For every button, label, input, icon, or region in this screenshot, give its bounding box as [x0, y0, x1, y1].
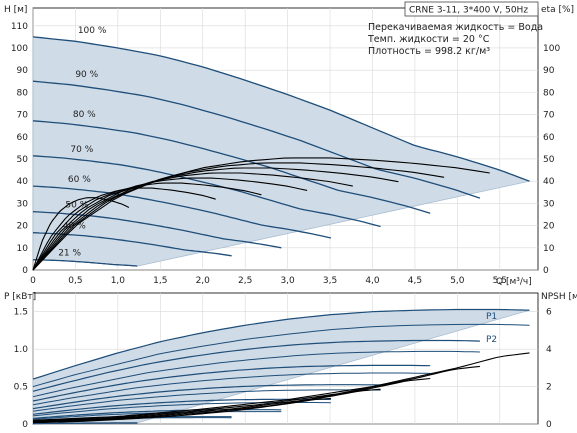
y-axis-label-h: H [м]: [4, 5, 27, 15]
y2-tick-label-npsh: 2: [546, 383, 552, 393]
y2-tick-label-npsh: 0: [546, 420, 552, 430]
y-tick-label-h: 110: [11, 22, 28, 32]
head-curve: [32, 36, 530, 182]
info-density: Плотность = 998.2 кг/м³: [368, 46, 490, 57]
power-curve-p2: [32, 422, 138, 425]
x-tick-label: 5,5: [493, 276, 507, 286]
npsh-curve: [32, 365, 480, 422]
x-tick-label: 1,5: [153, 276, 167, 286]
y2-tick-label-eta: 50: [543, 155, 555, 165]
y-tick-label-p: 1.5: [14, 308, 28, 318]
y-tick-label-h: 40: [17, 177, 29, 187]
power-curve-p1: [32, 384, 381, 410]
x-tick-label: 0,5: [68, 276, 82, 286]
y-tick-label-h: 30: [17, 199, 29, 209]
head-curve: [32, 259, 138, 267]
npsh-curve: [32, 352, 530, 421]
eta-curve: [32, 162, 445, 271]
y2-tick-label-eta: 40: [543, 177, 555, 187]
power-curve-p1: [32, 339, 480, 392]
y-tick-label-p: 1.0: [14, 345, 29, 355]
y-tick-label-h: 100: [11, 44, 28, 54]
head-plot-area: [32, 7, 539, 271]
eta-curve: [32, 197, 130, 271]
speed-label: 70 %: [70, 145, 93, 155]
x-tick-label: 4,0: [365, 276, 380, 286]
chart-marks: 0 0,5 1,0 1,5 2,0 2,5 3,0 3,5 4,0 4,5 5,0 5,5010203…: [11, 22, 561, 430]
y2-tick-label-eta: 70: [543, 111, 555, 121]
eta-curve: [32, 172, 353, 271]
eta-curve: [32, 187, 216, 271]
y2-axis-label-npsh: NPSH [м]: [541, 292, 577, 302]
y2-tick-label-eta: 0: [543, 266, 549, 276]
y2-axis-label-eta: eta [%]: [541, 5, 574, 15]
x-tick-label: 5,0: [450, 276, 465, 286]
power-curve-p2: [32, 350, 480, 398]
power-curve-p2: [32, 323, 530, 388]
speed-label: 100 %: [78, 26, 107, 36]
y-tick-label-h: 80: [17, 88, 29, 98]
y-tick-label-p: 0.5: [14, 383, 28, 393]
x-tick-label: 3,0: [280, 276, 295, 286]
y-tick-label-h: 90: [17, 66, 29, 76]
y2-tick-label-eta: 10: [543, 244, 555, 254]
y2-tick-label-npsh: 4: [546, 345, 552, 355]
x-tick-label: 4,5: [408, 276, 422, 286]
head-curve: [32, 80, 481, 199]
y-tick-label-h: 50: [17, 155, 29, 165]
x-tick-label: 2,0: [196, 276, 211, 286]
eta-curve: [32, 167, 399, 271]
y-tick-label-p: 0: [22, 420, 28, 430]
speed-label: 80 %: [73, 110, 96, 120]
power-curve-p2: [32, 372, 431, 406]
x-tick-label: 0: [30, 276, 36, 286]
speed-label: 90 %: [75, 70, 98, 80]
y2-tick-label-eta: 30: [543, 199, 555, 209]
eta-curve: [32, 177, 308, 271]
info-temp: Темп. жидкости = 20 °C: [367, 34, 490, 45]
head-curve: [32, 155, 381, 228]
power-curve-p1: [32, 398, 331, 415]
x-tick-label: 3,5: [323, 276, 337, 286]
y2-tick-label-eta: 100: [543, 44, 560, 54]
chart-title: CRNE 3-11, 3*400 V, 50Hz: [409, 6, 528, 16]
y-tick-label-h: 20: [17, 222, 29, 232]
power-curve-p1: [32, 308, 530, 380]
y-tick-label-h: 60: [17, 133, 29, 143]
series-label-p1: P1: [486, 312, 497, 322]
y-tick-label-h: 70: [17, 111, 29, 121]
speed-label: 21 %: [58, 249, 81, 259]
head-curve: [32, 185, 332, 239]
series-label-p2: P2: [486, 335, 497, 345]
y2-tick-label-eta: 80: [543, 88, 555, 98]
y-tick-label-h: 0: [22, 266, 28, 276]
eta-curve: [32, 157, 490, 271]
x-tick-label: 1,0: [111, 276, 126, 286]
x-axis-label-q: Q [м³/ч]: [496, 277, 532, 287]
eta-curve: [32, 182, 262, 271]
x-tick-label: 2,5: [238, 276, 252, 286]
head-curve: [32, 232, 232, 257]
speed-label: 60 %: [68, 175, 91, 185]
chart-title-box: [404, 1, 539, 17]
y2-tick-label-eta: 20: [543, 222, 555, 232]
npsh-curve: [32, 377, 431, 423]
y2-tick-label-eta: 90: [543, 66, 555, 76]
speed-label: 50 %: [65, 201, 88, 211]
npsh-curve: [32, 397, 331, 424]
y2-tick-label-eta: 60: [543, 133, 555, 143]
power-curve-p1: [32, 364, 431, 402]
head-curve: [32, 120, 431, 214]
info-fluid: Перекачиваемая жидкость = Вода: [368, 22, 543, 33]
y-tick-label-h: 10: [17, 244, 29, 254]
y-axis-label-p: P [кВт]: [4, 292, 36, 302]
y2-tick-label-npsh: 6: [546, 308, 552, 318]
power-curve-p2: [32, 389, 381, 412]
